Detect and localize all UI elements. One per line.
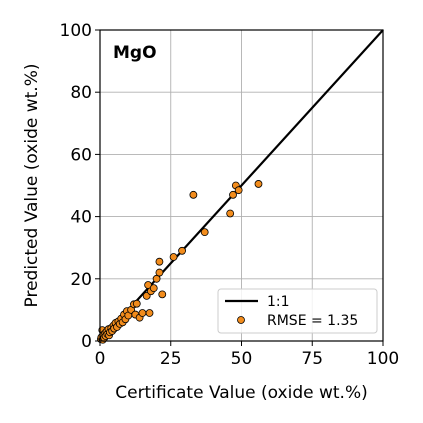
data-point: [200, 228, 209, 237]
data-points: [96, 180, 263, 344]
data-point: [169, 253, 178, 261]
data-point: [254, 180, 263, 188]
y-tick-label: 60: [70, 145, 92, 165]
data-point: [178, 246, 186, 255]
data-point: [234, 186, 243, 195]
data-point: [155, 257, 164, 266]
reference-line-layer: [99, 29, 384, 342]
y-tick-label: 0: [81, 332, 92, 352]
data-point: [132, 299, 141, 308]
data-point: [229, 190, 237, 199]
x-tick-label: 0: [95, 349, 106, 369]
data-point: [145, 309, 154, 317]
x-axis-title: Certificate Value (oxide wt.%): [115, 383, 368, 403]
data-point: [138, 309, 147, 317]
reference-line-1-1: [99, 29, 384, 342]
y-tick-label: 100: [60, 21, 92, 41]
data-point: [226, 209, 235, 218]
data-point: [149, 284, 158, 293]
axis-ticks: [95, 29, 384, 346]
data-point: [158, 290, 167, 299]
y-tick-label: 80: [70, 83, 92, 103]
legend-label-series: RMSE = 1.35: [267, 313, 358, 329]
x-tick-label: 25: [160, 349, 182, 369]
y-axis-title: Predicted Value (oxide wt.%): [22, 63, 42, 307]
data-point: [155, 268, 164, 277]
tick-labels: 0 25 50 75 100 0 20 40 60 80 100: [60, 21, 400, 369]
legend: 1:1 RMSE = 1.35: [217, 288, 378, 334]
legend-point-swatch: [237, 316, 245, 324]
chart-annotation: MgO: [113, 43, 157, 63]
data-point: [152, 274, 161, 283]
x-tick-label: 50: [231, 349, 253, 369]
x-tick-label: 75: [301, 349, 323, 369]
legend-label-reference: 1:1: [267, 294, 290, 310]
y-tick-label: 20: [70, 270, 92, 290]
x-tick-label: 100: [367, 349, 399, 369]
data-point: [189, 190, 198, 199]
y-tick-label: 40: [70, 208, 92, 228]
